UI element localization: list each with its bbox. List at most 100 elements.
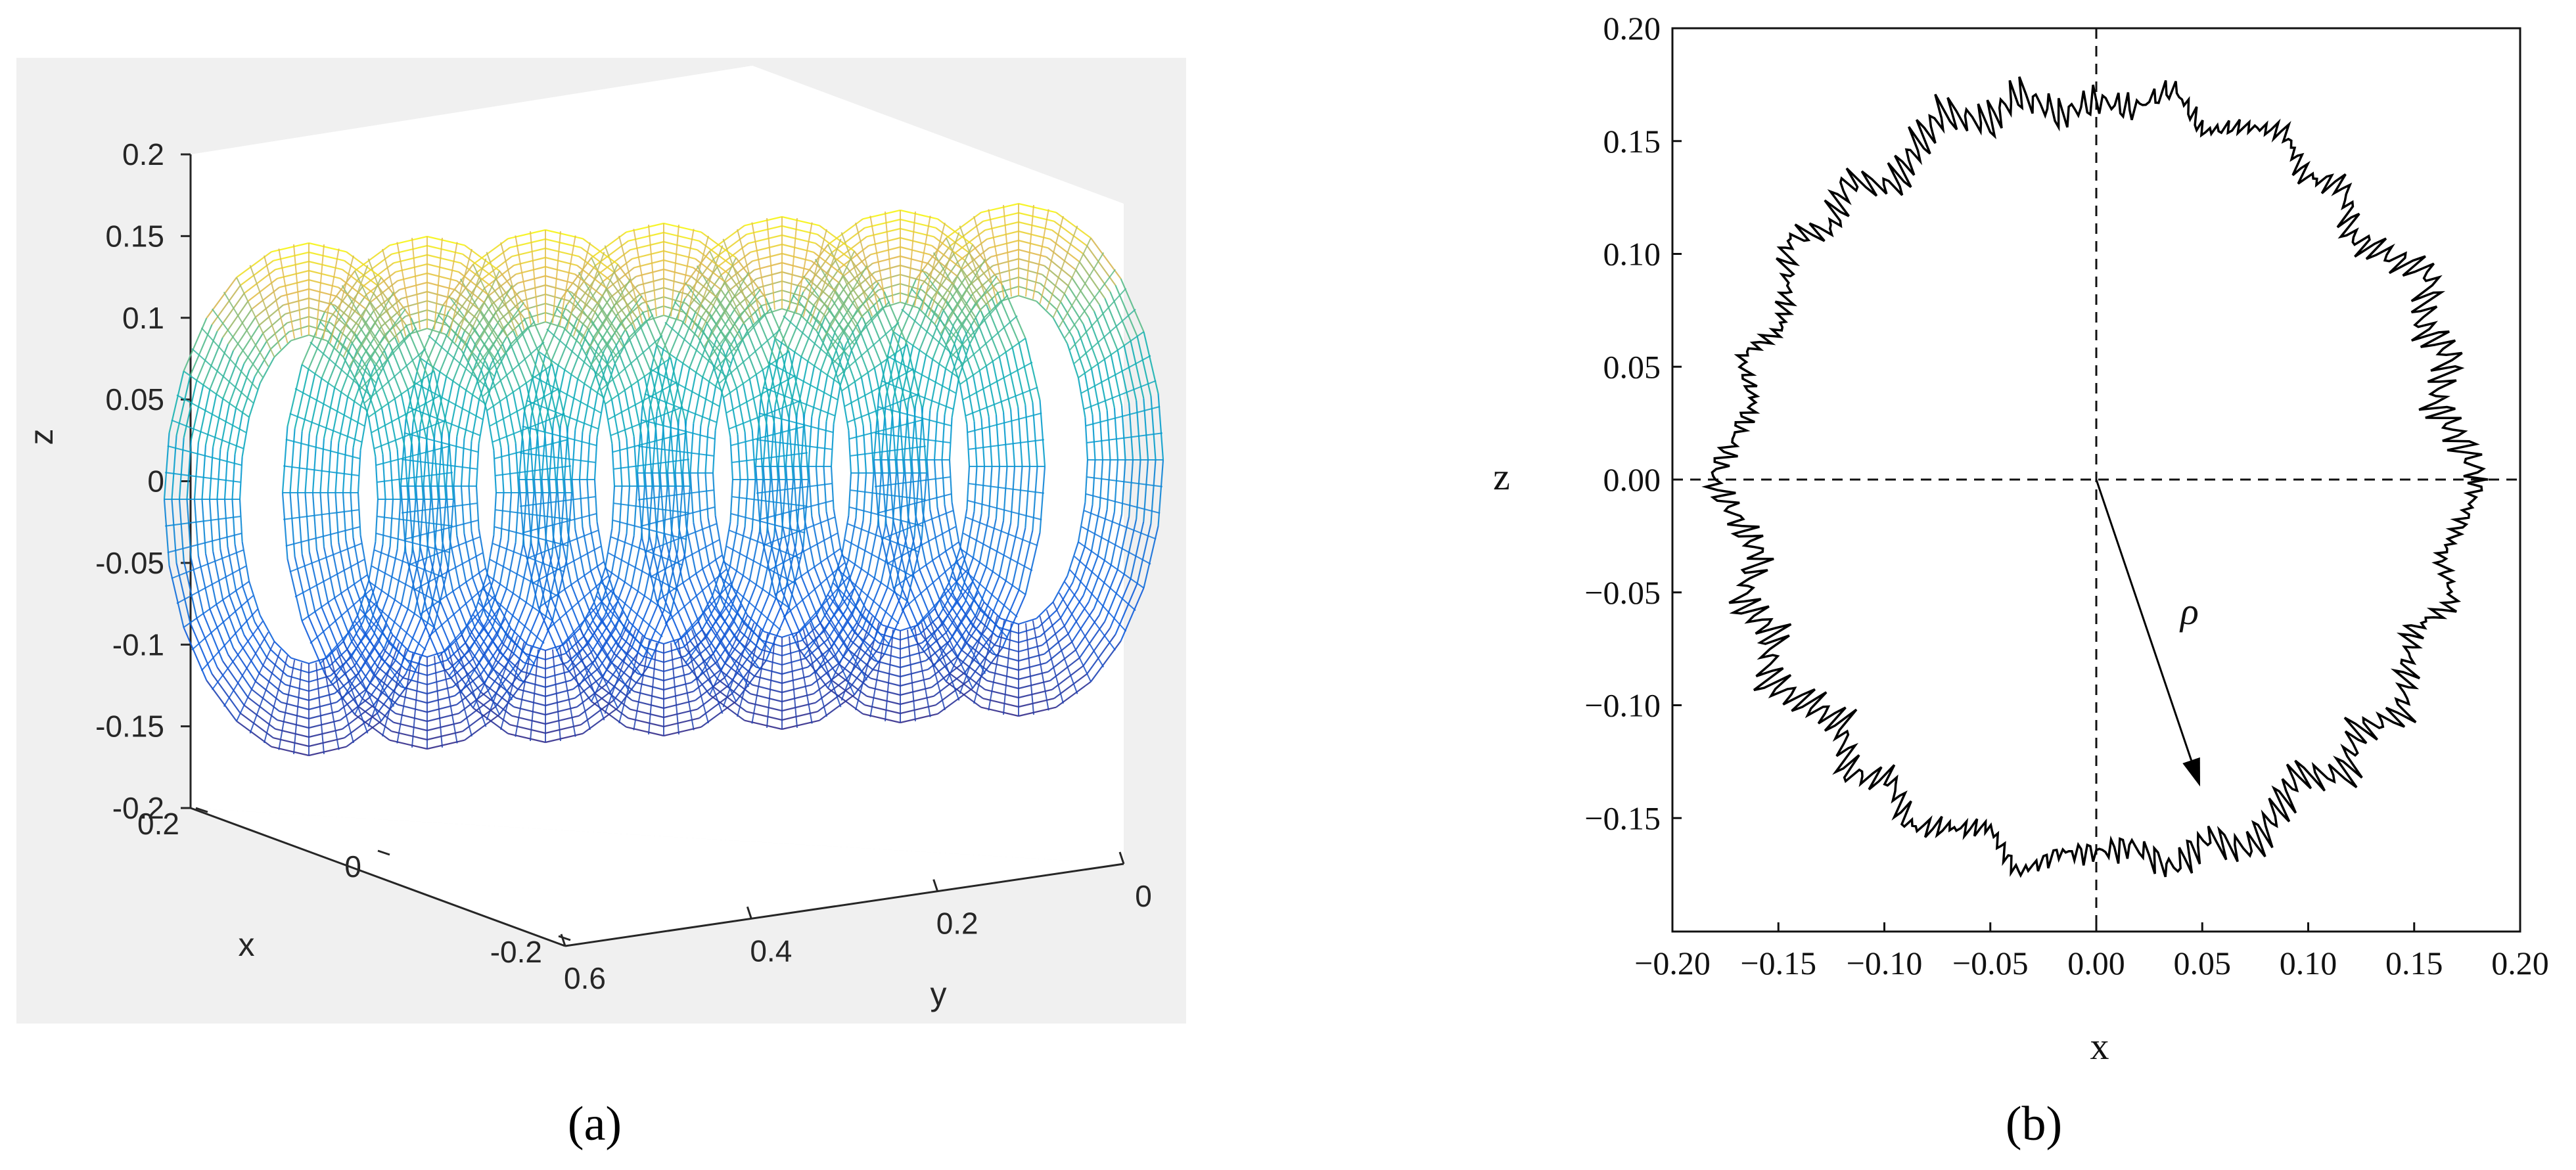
- panel-a-wire-segment: [389, 235, 428, 246]
- panel-a-wire-segment: [633, 690, 664, 700]
- panel-a-wire-segment: [426, 677, 451, 686]
- panel-a-wire-segment: [281, 702, 310, 711]
- panel-a-wire-segment: [867, 372, 879, 422]
- panel-a-wire-segment: [314, 324, 336, 374]
- panel-a-wire-spoke: [814, 598, 861, 675]
- panel-a-wire-segment: [722, 570, 737, 609]
- panel-a-wire-segment: [727, 322, 745, 351]
- panel-a-wire-spoke: [783, 315, 845, 371]
- panel-a-wire-spoke: [802, 629, 827, 717]
- panel-a-wire-segment: [350, 628, 369, 658]
- panel-a-wire-segment: [900, 713, 938, 724]
- panel-a-wire-segment: [896, 459, 902, 520]
- panel-a-wire-segment: [835, 349, 849, 387]
- panel-a-wire-segment: [426, 563, 442, 623]
- panel-a-wire-spoke: [283, 509, 359, 520]
- panel-a-wire-spoke: [847, 523, 920, 553]
- panel-a-wire-segment: [357, 492, 361, 535]
- panel-a-wire-segment: [848, 472, 852, 516]
- panel-a-wire-segment: [966, 466, 971, 509]
- panel-a-wire-segment: [587, 615, 606, 645]
- panel-a-wire-segment: [352, 537, 362, 580]
- panel-a-wire-segment: [570, 584, 589, 629]
- panel-a-wire-segment: [758, 658, 783, 666]
- panel-a-wire-segment: [900, 246, 931, 256]
- panel-a-wire-segment: [492, 282, 518, 305]
- panel-a-wire-segment: [593, 568, 606, 603]
- panel-a-wire-segment: [635, 682, 664, 691]
- panel-a-wire-segment: [204, 553, 218, 605]
- panel-a-wire-segment: [700, 381, 710, 426]
- panel-a-wire-segment: [419, 547, 434, 606]
- panel-a-wire-segment: [1017, 466, 1023, 526]
- panel-a-wire-segment: [847, 386, 857, 428]
- panel-a-wire-segment: [567, 378, 579, 428]
- panel-a-wire-segment: [308, 297, 335, 306]
- panel-a-wire-segment: [842, 274, 869, 312]
- panel-a-wire-segment: [308, 657, 327, 665]
- panel-a-wire-spoke: [585, 618, 632, 694]
- panel-a-wire-segment: [640, 434, 646, 487]
- panel-a-wire-segment: [754, 675, 783, 685]
- panel-a-wire-segment: [884, 472, 890, 528]
- panel-a-wire-segment: [1072, 546, 1086, 583]
- panel-a-wire-segment: [369, 280, 398, 304]
- panel-a-wire-segment: [171, 435, 177, 500]
- panel-a-wire-segment: [738, 330, 757, 375]
- panel-a-wire-segment: [900, 669, 929, 678]
- panel-a-wire-segment: [651, 472, 658, 535]
- panel-a-wire-segment: [239, 499, 243, 542]
- panel-a-wire-spoke: [614, 459, 689, 470]
- panel-a-wire-segment: [403, 499, 409, 552]
- panel-a-wire-segment: [758, 427, 764, 480]
- panel-a-wire-segment: [953, 614, 977, 649]
- panel-a-wire-segment: [545, 671, 570, 679]
- panel-a-wire-segment: [567, 531, 579, 581]
- panel-a-wire-segment: [389, 739, 428, 750]
- panel-a-wire-segment: [1090, 368, 1101, 413]
- panel-a-wire-segment: [301, 554, 316, 612]
- panel-a-wire-segment: [344, 712, 378, 739]
- panel-a-wire-segment: [685, 524, 697, 574]
- panel-a-wire-spoke: [610, 536, 683, 566]
- panel-a-wire-segment: [1115, 284, 1138, 337]
- panel-a-wire-segment: [277, 269, 310, 279]
- panel-a-wire-segment: [840, 390, 850, 431]
- panel-a-wire-segment: [789, 356, 802, 410]
- panel-a-wire-segment: [663, 690, 694, 700]
- panel-a-wire-segment: [243, 634, 264, 666]
- panel-a-wire-segment: [496, 593, 514, 635]
- panel-a-wire-segment: [308, 692, 335, 702]
- panel-a-wire-segment: [663, 726, 702, 737]
- panel-a-wire-spoke: [546, 575, 609, 631]
- panel-a-wire-segment: [426, 609, 449, 662]
- panel-a-wire-segment: [561, 257, 592, 299]
- panel-a-wire-segment: [183, 380, 198, 438]
- panel-a-wire-segment: [980, 706, 1019, 717]
- panel-a-wire-segment: [345, 539, 356, 585]
- panel-a-wire-segment: [342, 356, 359, 384]
- panel-a-wire-segment: [485, 615, 504, 645]
- panel-a-wire-spoke: [963, 361, 1033, 401]
- panel-a-wire-spoke: [605, 568, 672, 615]
- panel-a-wire-segment: [729, 392, 739, 435]
- panel-a-wire-segment: [984, 221, 1019, 231]
- panel-a-wire-segment: [216, 499, 221, 549]
- panel-a-wire-segment: [787, 298, 810, 348]
- panel-a-wire-segment: [935, 227, 969, 254]
- panel-a-wire-spoke: [490, 388, 560, 427]
- panel-a-wire-spoke: [559, 235, 576, 326]
- panel-a-wire-spoke: [847, 393, 920, 423]
- panel-a-wire-segment: [574, 273, 603, 297]
- panel-a-wire-segment: [222, 599, 240, 642]
- panel-a-wire-segment: [647, 304, 672, 359]
- panel-a-wire-segment: [545, 369, 561, 429]
- panel-a-wire-segment: [1018, 644, 1043, 653]
- panel-a-wire-segment: [693, 267, 722, 290]
- panel-a-wire-segment: [389, 451, 394, 500]
- panel-a-wire-segment: [845, 315, 863, 344]
- panel-a-wire-segment: [681, 320, 699, 338]
- panel-a-wire-segment: [551, 364, 568, 427]
- panel-a-wire-segment: [1104, 298, 1125, 346]
- panel-a-wire-segment: [650, 371, 664, 428]
